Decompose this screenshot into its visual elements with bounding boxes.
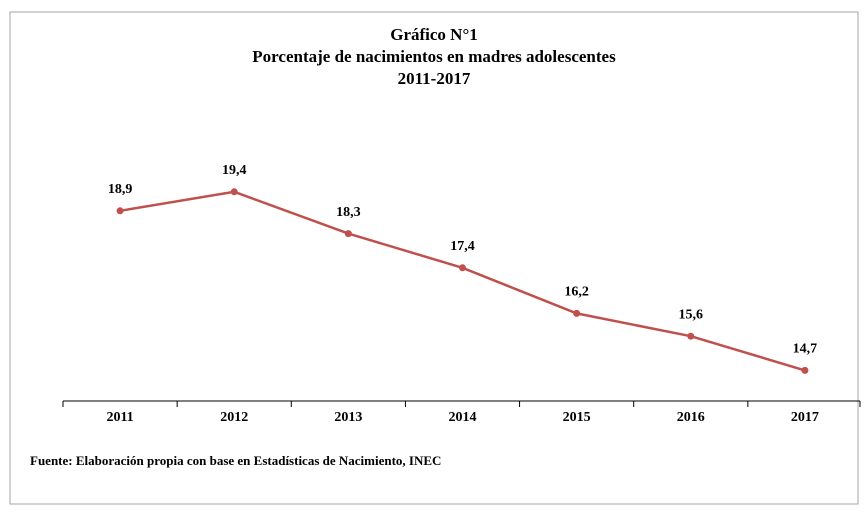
x-tick-label: 2017	[791, 410, 819, 425]
data-point	[573, 309, 581, 317]
x-tick-label: 2016	[677, 410, 705, 425]
x-tick-label: 2015	[563, 410, 591, 425]
source-note: Fuente: Elaboración propia con base en E…	[30, 453, 441, 468]
data-point	[230, 188, 238, 196]
data-label: 16,2	[564, 285, 589, 300]
data-label: 19,4	[222, 163, 247, 178]
x-tick-label: 2011	[106, 410, 133, 425]
data-label: 18,3	[336, 205, 361, 220]
data-label: 18,9	[108, 182, 133, 197]
data-point	[459, 264, 466, 272]
data-point	[801, 366, 809, 374]
chart-title: 2011-2017	[398, 69, 471, 88]
chart-title: Porcentaje de nacimientos en madres adol…	[252, 47, 616, 66]
data-point	[116, 207, 124, 215]
data-point	[687, 332, 695, 340]
data-label: 14,7	[793, 342, 818, 357]
data-label: 17,4	[450, 239, 475, 254]
x-tick-label: 2012	[220, 410, 248, 425]
data-point	[344, 230, 352, 238]
data-label: 15,6	[679, 307, 704, 322]
x-tick-label: 2014	[449, 410, 477, 425]
x-tick-label: 2013	[334, 410, 362, 425]
chart-title: Gráfico N°1	[390, 25, 478, 44]
